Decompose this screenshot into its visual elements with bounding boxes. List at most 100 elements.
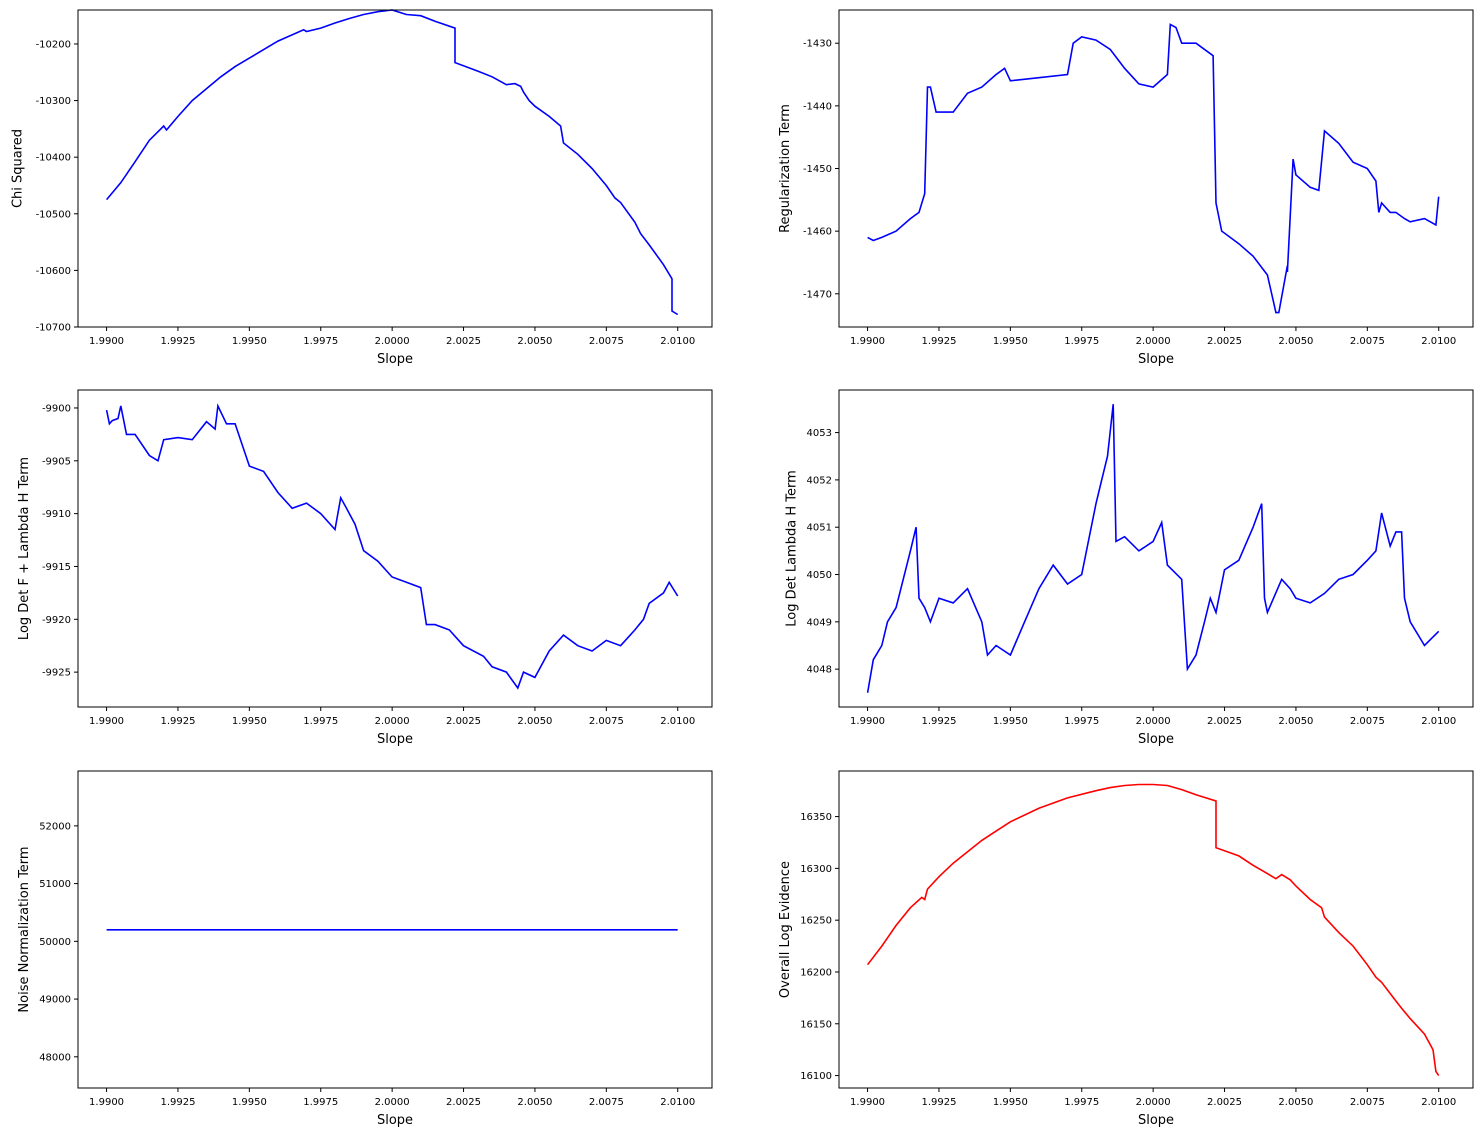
x-tick-label: 2.0050	[517, 336, 552, 347]
series-line-0	[866, 404, 1440, 693]
x-tick-label: 1.9975	[1064, 336, 1099, 347]
x-tick-label: 2.0000	[1136, 716, 1171, 727]
x-tick-label: 1.9950	[232, 336, 267, 347]
x-axis-label: Slope	[377, 1113, 413, 1128]
chart-overall-log-evidence: 1.9900 1.9925 1.9950 1.9975 2.0000 2.0025 2.00…	[778, 770, 1474, 1128]
y-tick-label: 4052	[807, 475, 832, 486]
x-tick-label: 2.0025	[1207, 716, 1242, 727]
x-tick-label: 1.9900	[89, 336, 124, 347]
y-tick-label: -9900	[42, 403, 71, 414]
chart-log-det-f-lambda-h: 1.9900 1.9925 1.9950 1.9975 2.0000 2.0025 2.00…	[17, 389, 713, 747]
chart-regularization-term: 1.9900 1.9925 1.9950 1.9975 2.0000 2.0025 2.00…	[778, 9, 1474, 367]
x-tick-label: 2.0050	[1278, 716, 1313, 727]
plot-frame	[838, 770, 1474, 1089]
y-tick-label: -10300	[36, 96, 71, 107]
y-tick-label: -9905	[42, 456, 71, 467]
x-tick-label: 1.9950	[993, 1097, 1028, 1108]
x-tick-label: 2.0000	[1136, 336, 1171, 347]
y-tick-label: -10400	[36, 153, 71, 164]
y-axis-label: Overall Log Evidence	[778, 861, 793, 998]
x-tick-label: 2.0075	[1350, 336, 1385, 347]
x-tick-label: 1.9900	[89, 1097, 124, 1108]
y-tick-label: 52000	[39, 821, 71, 832]
x-tick-label: 2.0000	[375, 336, 410, 347]
chart-log-det-lambda-h: 1.9900 1.9925 1.9950 1.9975 2.0000 2.0025 2.00…	[784, 389, 1474, 747]
y-tick-label: -9910	[42, 509, 71, 520]
y-tick-label: -9915	[42, 562, 71, 573]
y-tick-label: 4051	[807, 523, 832, 534]
x-tick-label: 2.0050	[517, 716, 552, 727]
x-tick-label: 2.0025	[446, 336, 481, 347]
x-tick-label: 2.0050	[517, 1097, 552, 1108]
x-tick-label: 2.0100	[660, 716, 695, 727]
x-tick-label: 2.0050	[1278, 336, 1313, 347]
plot-frame	[77, 9, 713, 328]
x-tick-label: 1.9925	[921, 716, 956, 727]
y-tick-label: -10500	[36, 209, 71, 220]
x-tick-label: 2.0050	[1278, 1097, 1313, 1108]
series-line-0	[105, 403, 679, 690]
y-tick-label: -1460	[803, 227, 832, 238]
x-tick-label: 2.0025	[1207, 1097, 1242, 1108]
y-tick-label: 49000	[39, 995, 71, 1006]
x-tick-label: 2.0100	[660, 1097, 695, 1108]
x-tick-label: 2.0100	[1421, 336, 1456, 347]
y-tick-label: -10600	[36, 266, 71, 277]
x-tick-label: 1.9975	[1064, 716, 1099, 727]
y-tick-label: 4049	[807, 617, 832, 628]
y-tick-label: 4048	[807, 665, 832, 676]
series-line-0	[867, 23, 1440, 314]
x-tick-label: 2.0025	[446, 1097, 481, 1108]
x-tick-label: 1.9950	[232, 1097, 267, 1108]
x-axis-label: Slope	[1138, 352, 1174, 367]
x-axis-label: Slope	[1138, 732, 1174, 747]
y-tick-label: 4050	[807, 570, 832, 581]
x-tick-label: 1.9900	[850, 716, 885, 727]
y-tick-label: 16100	[800, 1071, 832, 1082]
x-tick-label: 1.9900	[89, 716, 124, 727]
plot-frame	[838, 389, 1474, 708]
x-tick-label: 2.0100	[660, 336, 695, 347]
x-tick-label: 2.0100	[1421, 1097, 1456, 1108]
y-tick-label: -1440	[803, 101, 832, 112]
y-tick-label: -1430	[803, 39, 832, 50]
x-tick-label: 1.9925	[160, 336, 195, 347]
x-tick-label: 2.0075	[1350, 1097, 1385, 1108]
x-tick-label: 2.0000	[375, 716, 410, 727]
y-axis-label: Log Det Lambda H Term	[784, 470, 799, 626]
plot-frame	[77, 770, 713, 1089]
y-axis-label: Chi Squared	[11, 129, 26, 208]
chart-chi-squared: 1.9900 1.9925 1.9950 1.9975 2.0000 2.0025 2.00…	[11, 9, 713, 367]
x-tick-label: 2.0025	[1207, 336, 1242, 347]
y-tick-label: 4053	[807, 428, 832, 439]
x-tick-label: 1.9950	[993, 716, 1028, 727]
x-tick-label: 1.9975	[303, 716, 338, 727]
x-tick-label: 1.9950	[232, 716, 267, 727]
y-tick-label: -1470	[803, 289, 832, 300]
x-tick-label: 1.9925	[160, 1097, 195, 1108]
x-tick-label: 1.9975	[303, 1097, 338, 1108]
x-tick-label: 1.9900	[850, 1097, 885, 1108]
x-tick-label: 2.0000	[375, 1097, 410, 1108]
series-line-0	[105, 9, 679, 316]
y-axis-label: Regularization Term	[778, 104, 793, 233]
x-tick-label: 2.0075	[589, 716, 624, 727]
y-tick-label: -10700	[36, 323, 71, 334]
y-tick-label: 16350	[800, 812, 832, 823]
y-tick-label: 16300	[800, 864, 832, 875]
plot-frame	[838, 9, 1474, 328]
y-tick-label: 16250	[800, 916, 832, 927]
x-tick-label: 1.9975	[1064, 1097, 1099, 1108]
x-axis-label: Slope	[377, 732, 413, 747]
y-tick-label: -1450	[803, 164, 832, 175]
y-tick-label: 51000	[39, 879, 71, 890]
x-tick-label: 1.9925	[921, 1097, 956, 1108]
x-tick-label: 2.0100	[1421, 716, 1456, 727]
x-tick-label: 2.0025	[446, 716, 481, 727]
y-tick-label: 48000	[39, 1052, 71, 1063]
x-axis-label: Slope	[377, 352, 413, 367]
y-tick-label: -9920	[42, 615, 71, 626]
x-tick-label: 2.0075	[1350, 716, 1385, 727]
y-tick-label: 50000	[39, 937, 71, 948]
